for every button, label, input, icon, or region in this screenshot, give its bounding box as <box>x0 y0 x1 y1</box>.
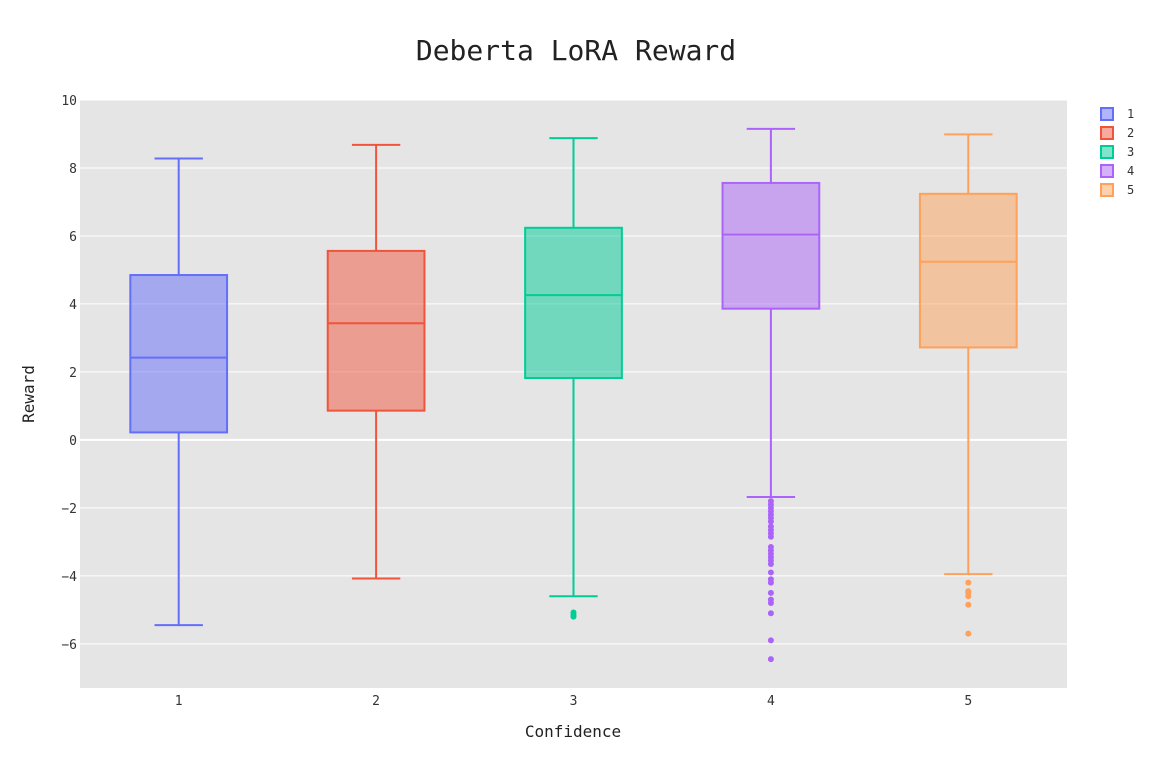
outlier-point <box>767 518 774 525</box>
legend-swatch <box>1100 107 1114 121</box>
y-tick-label: −4 <box>61 570 77 585</box>
outlier-point <box>965 593 972 600</box>
legend-item-1[interactable]: 1 <box>1100 107 1134 121</box>
outlier-point <box>767 610 774 617</box>
iqr-box <box>129 274 229 434</box>
box-series <box>129 127 1018 663</box>
legend-swatch <box>1100 183 1114 197</box>
legend-item-2[interactable]: 2 <box>1100 126 1134 140</box>
iqr-box <box>326 249 426 412</box>
y-tick-label: 4 <box>69 298 77 313</box>
x-axis-ticks: 1 2 3 4 5 <box>175 694 972 709</box>
legend-label: 2 <box>1127 126 1134 140</box>
outlier-point <box>767 569 774 576</box>
x-tick-label: 4 <box>767 694 775 709</box>
outlier-point <box>570 613 577 620</box>
legend-swatch <box>1100 126 1114 140</box>
y-tick-label: 2 <box>69 366 77 381</box>
legend-label: 5 <box>1127 183 1134 197</box>
box-series-4[interactable] <box>721 127 821 663</box>
y-axis-title: Reward <box>19 365 38 423</box>
legend-label: 1 <box>1127 107 1134 121</box>
outlier-point <box>767 589 774 596</box>
legend-swatch <box>1100 164 1114 178</box>
legend[interactable]: 1 2 3 4 5 <box>1100 107 1134 197</box>
iqr-box <box>918 192 1018 349</box>
x-tick-label: 2 <box>372 694 380 709</box>
outlier-point <box>767 600 774 607</box>
box-series-3[interactable] <box>524 137 623 620</box>
iqr-box <box>721 181 821 310</box>
y-tick-label: 6 <box>69 230 77 245</box>
x-axis-title: Confidence <box>525 722 621 741</box>
y-tick-label: −6 <box>61 638 77 653</box>
legend-swatch <box>1100 145 1114 159</box>
outlier-point <box>965 601 972 608</box>
y-tick-label: 10 <box>61 94 77 109</box>
y-axis-ticks: 10 8 6 4 2 0 −2 −4 −6 <box>61 94 77 653</box>
outlier-point <box>767 656 774 663</box>
box-series-1[interactable] <box>129 157 229 627</box>
legend-item-5[interactable]: 5 <box>1100 183 1134 197</box>
y-tick-label: −2 <box>61 502 77 517</box>
outlier-point <box>965 630 972 637</box>
x-tick-label: 5 <box>964 694 972 709</box>
box-series-5[interactable] <box>918 133 1018 637</box>
x-tick-label: 1 <box>175 694 183 709</box>
chart-title: Deberta LoRA Reward <box>416 34 736 67</box>
y-tick-label: 8 <box>69 162 77 177</box>
outlier-point <box>767 560 774 567</box>
outlier-point <box>767 533 774 540</box>
box-series-2[interactable] <box>326 143 426 580</box>
y-tick-label: 0 <box>69 434 77 449</box>
legend-label: 4 <box>1127 164 1134 178</box>
legend-item-4[interactable]: 4 <box>1100 164 1134 178</box>
outlier-point <box>767 637 774 644</box>
outlier-point <box>767 579 774 586</box>
x-tick-label: 3 <box>570 694 578 709</box>
iqr-box <box>524 226 623 380</box>
legend-item-3[interactable]: 3 <box>1100 145 1134 159</box>
legend-label: 3 <box>1127 145 1134 159</box>
outlier-point <box>965 579 972 586</box>
